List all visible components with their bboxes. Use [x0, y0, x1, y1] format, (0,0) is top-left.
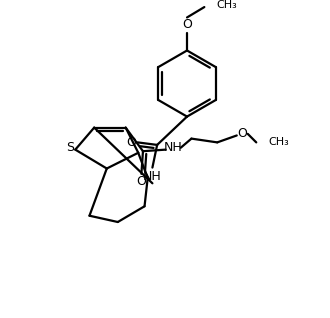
Text: S: S [67, 141, 75, 154]
Text: NH: NH [143, 169, 162, 183]
Text: O: O [182, 18, 192, 31]
Text: O: O [238, 128, 248, 140]
Text: O: O [137, 175, 146, 188]
Text: CH₃: CH₃ [268, 137, 289, 147]
Text: CH₃: CH₃ [216, 1, 237, 10]
Text: NH: NH [164, 141, 182, 154]
Text: O: O [126, 136, 136, 149]
